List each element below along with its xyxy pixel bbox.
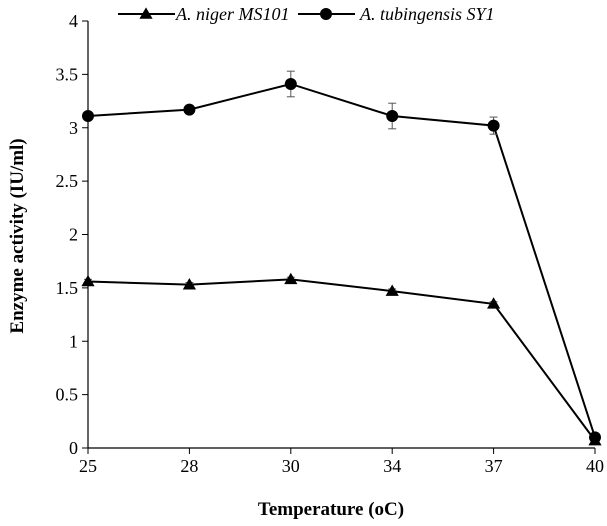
series-niger bbox=[81, 272, 602, 446]
data-point-tubingensis bbox=[82, 110, 94, 123]
x-tick-label: 28 bbox=[180, 456, 198, 476]
data-point-tubingensis bbox=[284, 77, 297, 90]
x-axis-ticks: 25 28 30 34 37 40 bbox=[79, 448, 604, 476]
y-tick-label: 1 bbox=[69, 331, 78, 351]
data-point-niger bbox=[284, 272, 298, 285]
y-tick-label: 1.5 bbox=[56, 278, 79, 298]
x-tick-label: 40 bbox=[586, 456, 604, 476]
axes bbox=[87, 21, 595, 449]
data-point-niger bbox=[81, 274, 95, 287]
data-point-tubingensis bbox=[487, 119, 500, 132]
x-tick-label: 37 bbox=[485, 456, 503, 476]
series-line-tubingensis bbox=[87, 82, 596, 438]
data-point-niger bbox=[182, 278, 196, 290]
series-tubingensis bbox=[82, 70, 601, 444]
y-tick-label: 3 bbox=[69, 118, 78, 138]
data-point-niger bbox=[487, 297, 501, 309]
x-tick-label: 34 bbox=[383, 456, 401, 476]
y-tick-label: 3.5 bbox=[56, 64, 79, 84]
legend-label: A. tubingensis SY1 bbox=[359, 4, 495, 24]
legend-item-tubingensis: A. tubingensis SY1 bbox=[298, 4, 495, 24]
legend-marker bbox=[320, 8, 332, 20]
series-layer bbox=[81, 70, 602, 446]
data-point-niger bbox=[385, 284, 399, 296]
legend-item-niger: A. niger MS101 bbox=[118, 4, 289, 24]
legend: A. niger MS101 A. tubingensis SY1 bbox=[118, 4, 495, 24]
data-point-tubingensis bbox=[183, 103, 196, 116]
data-point-tubingensis bbox=[589, 431, 601, 444]
y-axis-title: Enzyme activity (IU/ml) bbox=[7, 138, 28, 333]
x-tick-label: 25 bbox=[79, 456, 97, 476]
data-point-tubingensis bbox=[386, 110, 399, 123]
y-axis-ticks: 0 0.5 1 1.5 2 2.5 3 3.5 4 bbox=[56, 11, 88, 458]
series-line-niger bbox=[87, 278, 596, 442]
y-tick-label: 2 bbox=[69, 225, 78, 245]
legend-marker bbox=[139, 7, 153, 19]
y-tick-label: 0 bbox=[69, 438, 78, 458]
legend-label: A. niger MS101 bbox=[175, 4, 289, 24]
y-tick-label: 0.5 bbox=[56, 385, 79, 405]
y-tick-label: 4 bbox=[69, 11, 78, 31]
x-axis-title: Temperature (oC) bbox=[258, 499, 404, 520]
x-tick-label: 30 bbox=[282, 456, 300, 476]
y-tick-label: 2.5 bbox=[56, 171, 79, 191]
